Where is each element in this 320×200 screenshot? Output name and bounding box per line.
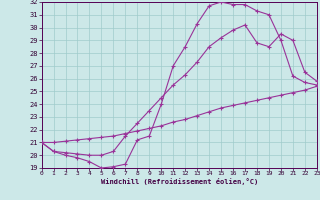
X-axis label: Windchill (Refroidissement éolien,°C): Windchill (Refroidissement éolien,°C) (100, 178, 258, 185)
